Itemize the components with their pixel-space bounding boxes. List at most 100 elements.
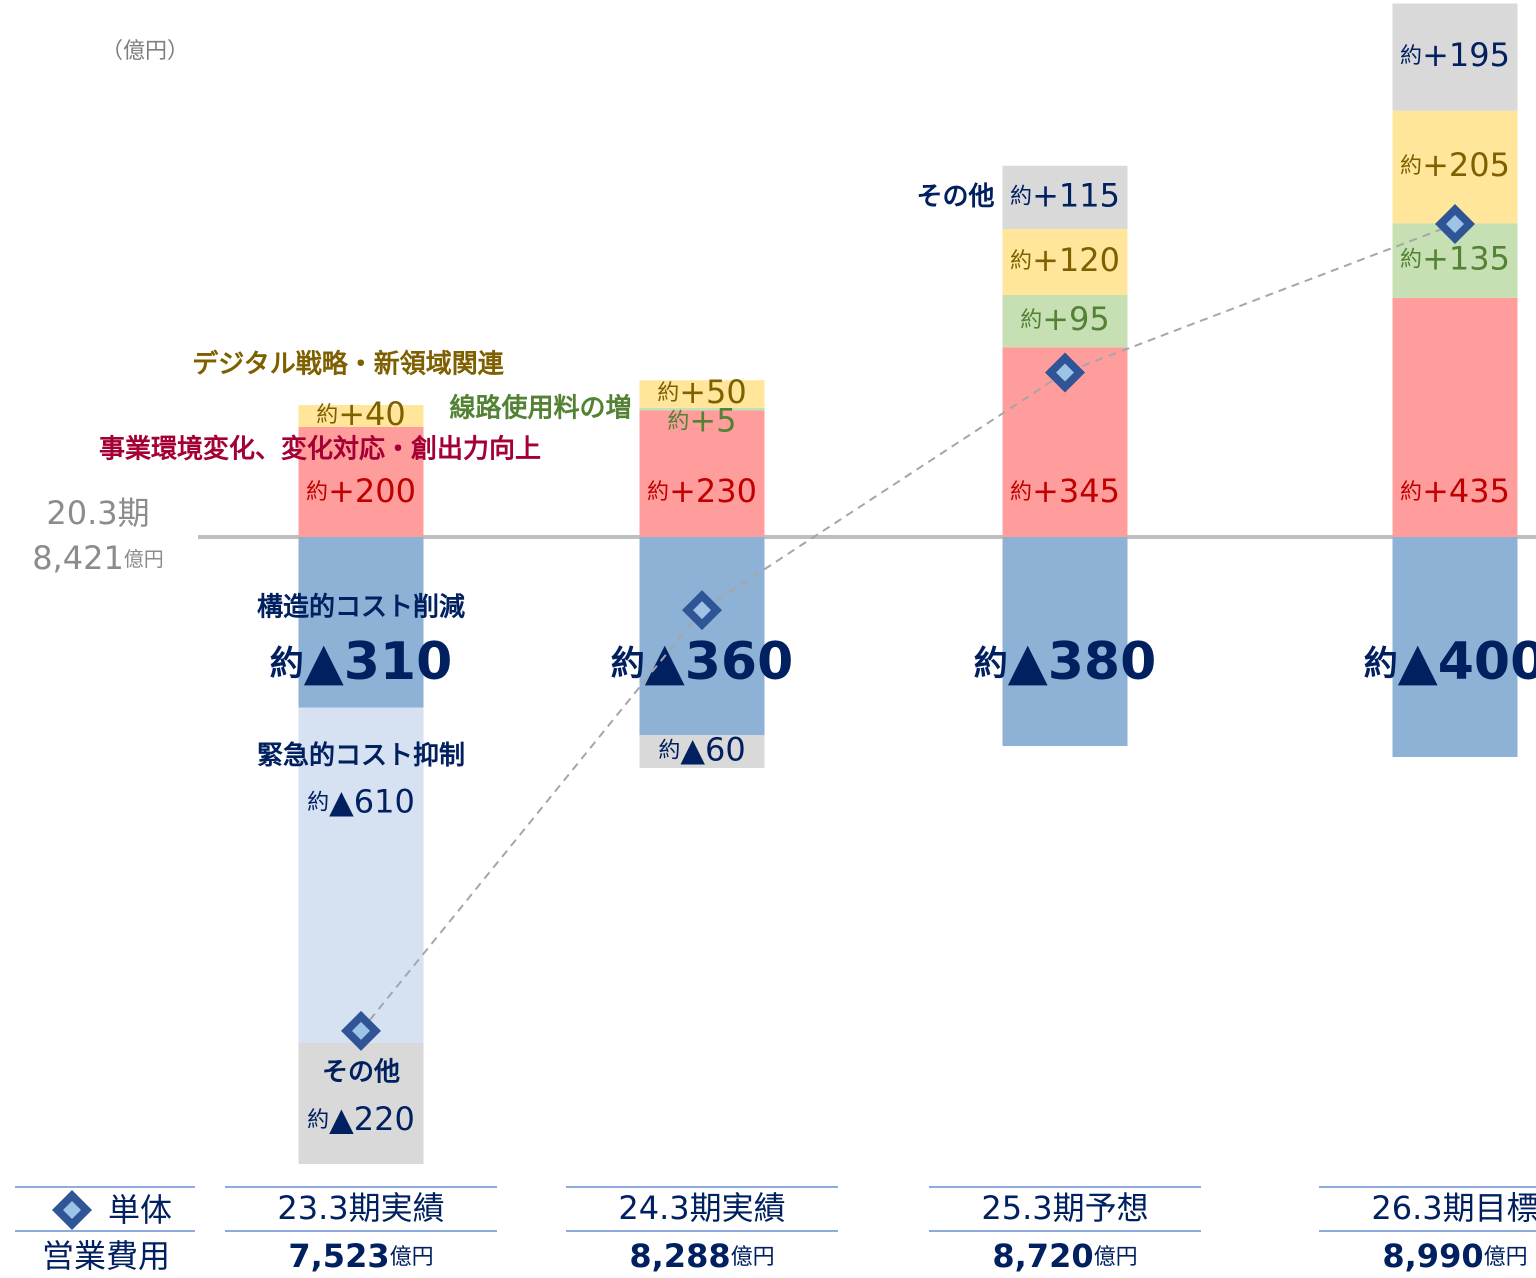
- value-label-part: +135: [1422, 240, 1510, 278]
- value-label: 約+345: [1010, 472, 1120, 510]
- value-label-part: 約: [1400, 44, 1422, 69]
- value-label: 約▲310: [270, 632, 453, 692]
- bar-segment: [298, 537, 424, 708]
- value-label: 約+50: [657, 373, 747, 411]
- value-label: 約+230: [647, 472, 757, 510]
- legend-marker-inner: [63, 1201, 81, 1219]
- value-label-part: 約: [667, 410, 689, 435]
- total-line: [360, 223, 1456, 1032]
- series-name: 構造的コスト削減: [257, 592, 465, 623]
- total-label-part: 8,720: [992, 1237, 1093, 1275]
- series-name: デジタル戦略・新領域関連: [192, 349, 504, 380]
- total-label: 8,720億円: [992, 1237, 1137, 1275]
- value-label: 約+195: [1400, 36, 1510, 74]
- value-label-part: 約: [1010, 480, 1032, 505]
- total-label-part: 億円: [1484, 1245, 1528, 1270]
- value-label-part: 約: [307, 1108, 329, 1133]
- bar-segment: [298, 405, 424, 427]
- value-label-part: 約: [1010, 249, 1032, 274]
- legend-label: 単体: [108, 1191, 172, 1229]
- value-label: 約+205: [1400, 146, 1510, 184]
- value-label-part: 約: [307, 791, 329, 816]
- value-label: 約+120: [1010, 241, 1120, 279]
- total-label-part: 7,523: [288, 1237, 389, 1275]
- value-label-part: 約: [658, 739, 680, 764]
- value-label-part: +435: [1422, 472, 1510, 510]
- value-label-part: 約: [1020, 308, 1042, 333]
- bar-segment: [298, 1043, 424, 1164]
- value-label-part: ▲610: [329, 783, 415, 821]
- category-label: 25.3期予想: [981, 1189, 1148, 1227]
- value-label-part: 約: [1400, 480, 1422, 505]
- total-label: 8,288億円: [629, 1237, 774, 1275]
- value-label-part: 約: [657, 381, 679, 406]
- value-label-part: 約: [1400, 248, 1422, 273]
- bar-segment: [1002, 295, 1128, 348]
- unit-label: （億円）: [101, 39, 189, 64]
- value-label-part: 約: [1010, 184, 1032, 209]
- total-label-part: 億円: [390, 1245, 434, 1270]
- value-label-part: +40: [338, 395, 406, 433]
- category-label: 23.3期実績: [277, 1189, 444, 1227]
- value-label-part: +115: [1032, 176, 1120, 214]
- value-label-part: 約: [647, 480, 669, 505]
- value-label-part: +205: [1422, 146, 1510, 184]
- total-label-part: 億円: [1094, 1245, 1138, 1270]
- value-label-part: +95: [1042, 300, 1110, 338]
- series-name: 線路使用料の増: [449, 393, 631, 424]
- value-label-part: ▲380: [1008, 632, 1157, 692]
- bar-segment: [639, 735, 765, 768]
- value-label-part: 約: [270, 644, 304, 684]
- bar-segment: [639, 410, 765, 537]
- total-label-part: 8,288: [629, 1237, 730, 1275]
- value-label-part: 約: [1400, 154, 1422, 179]
- baseline-value-part: 億円: [124, 547, 164, 571]
- value-label-part: ▲220: [329, 1100, 415, 1138]
- value-label: 約+95: [1020, 300, 1110, 338]
- total-marker-inner: [693, 601, 711, 620]
- total-label: 7,523億円: [288, 1237, 433, 1275]
- total-marker-inner: [1446, 215, 1464, 234]
- value-label: 約▲610: [307, 783, 415, 821]
- value-label: 約▲380: [974, 632, 1157, 692]
- bar-segment: [1002, 537, 1128, 746]
- bar-segment: [1002, 165, 1128, 229]
- value-label-part: 約: [316, 403, 338, 428]
- value-label-part: ▲360: [645, 632, 794, 692]
- total-label-part: 8,990: [1382, 1237, 1483, 1275]
- total-marker-inner: [1056, 363, 1074, 382]
- baseline-value: 8,421億円: [32, 539, 164, 577]
- bar-segment: [298, 427, 424, 537]
- value-label: 約▲360: [611, 632, 794, 692]
- category-label: 24.3期実績: [618, 1189, 785, 1227]
- value-label-part: ▲400: [1398, 632, 1536, 692]
- category-label: 26.3期目標: [1371, 1189, 1536, 1227]
- value-label: 約+200: [306, 472, 416, 510]
- baseline-value-part: 8,421: [32, 539, 124, 577]
- bar-segment: [639, 380, 765, 408]
- value-label-part: 約: [306, 480, 328, 505]
- value-label-part: 約: [974, 644, 1008, 684]
- value-label-part: +5: [689, 402, 736, 440]
- value-label: 約▲60: [658, 731, 745, 769]
- series-name: 緊急的コスト抑制: [257, 740, 465, 771]
- total-marker-inner: [352, 1021, 370, 1040]
- value-label-part: +120: [1032, 241, 1120, 279]
- legend-label: 営業費用: [42, 1237, 170, 1275]
- value-label: 約▲400: [1364, 632, 1536, 692]
- total-label: 8,990億円: [1382, 1237, 1527, 1275]
- value-label: 約+40: [316, 395, 406, 433]
- value-label-part: +50: [679, 373, 747, 411]
- value-label: 約+115: [1010, 176, 1120, 214]
- bar-segment: [1392, 297, 1518, 537]
- value-label-part: 約: [611, 644, 645, 684]
- value-label: 約+435: [1400, 472, 1510, 510]
- value-label: 約+135: [1400, 240, 1510, 278]
- bar-segment: [639, 537, 765, 735]
- baseline-label: 20.3期: [46, 494, 149, 532]
- value-label-part: ▲310: [304, 632, 453, 692]
- value-label: 約▲220: [307, 1100, 415, 1138]
- value-label-part: +345: [1032, 472, 1120, 510]
- value-label-part: ▲60: [680, 731, 745, 769]
